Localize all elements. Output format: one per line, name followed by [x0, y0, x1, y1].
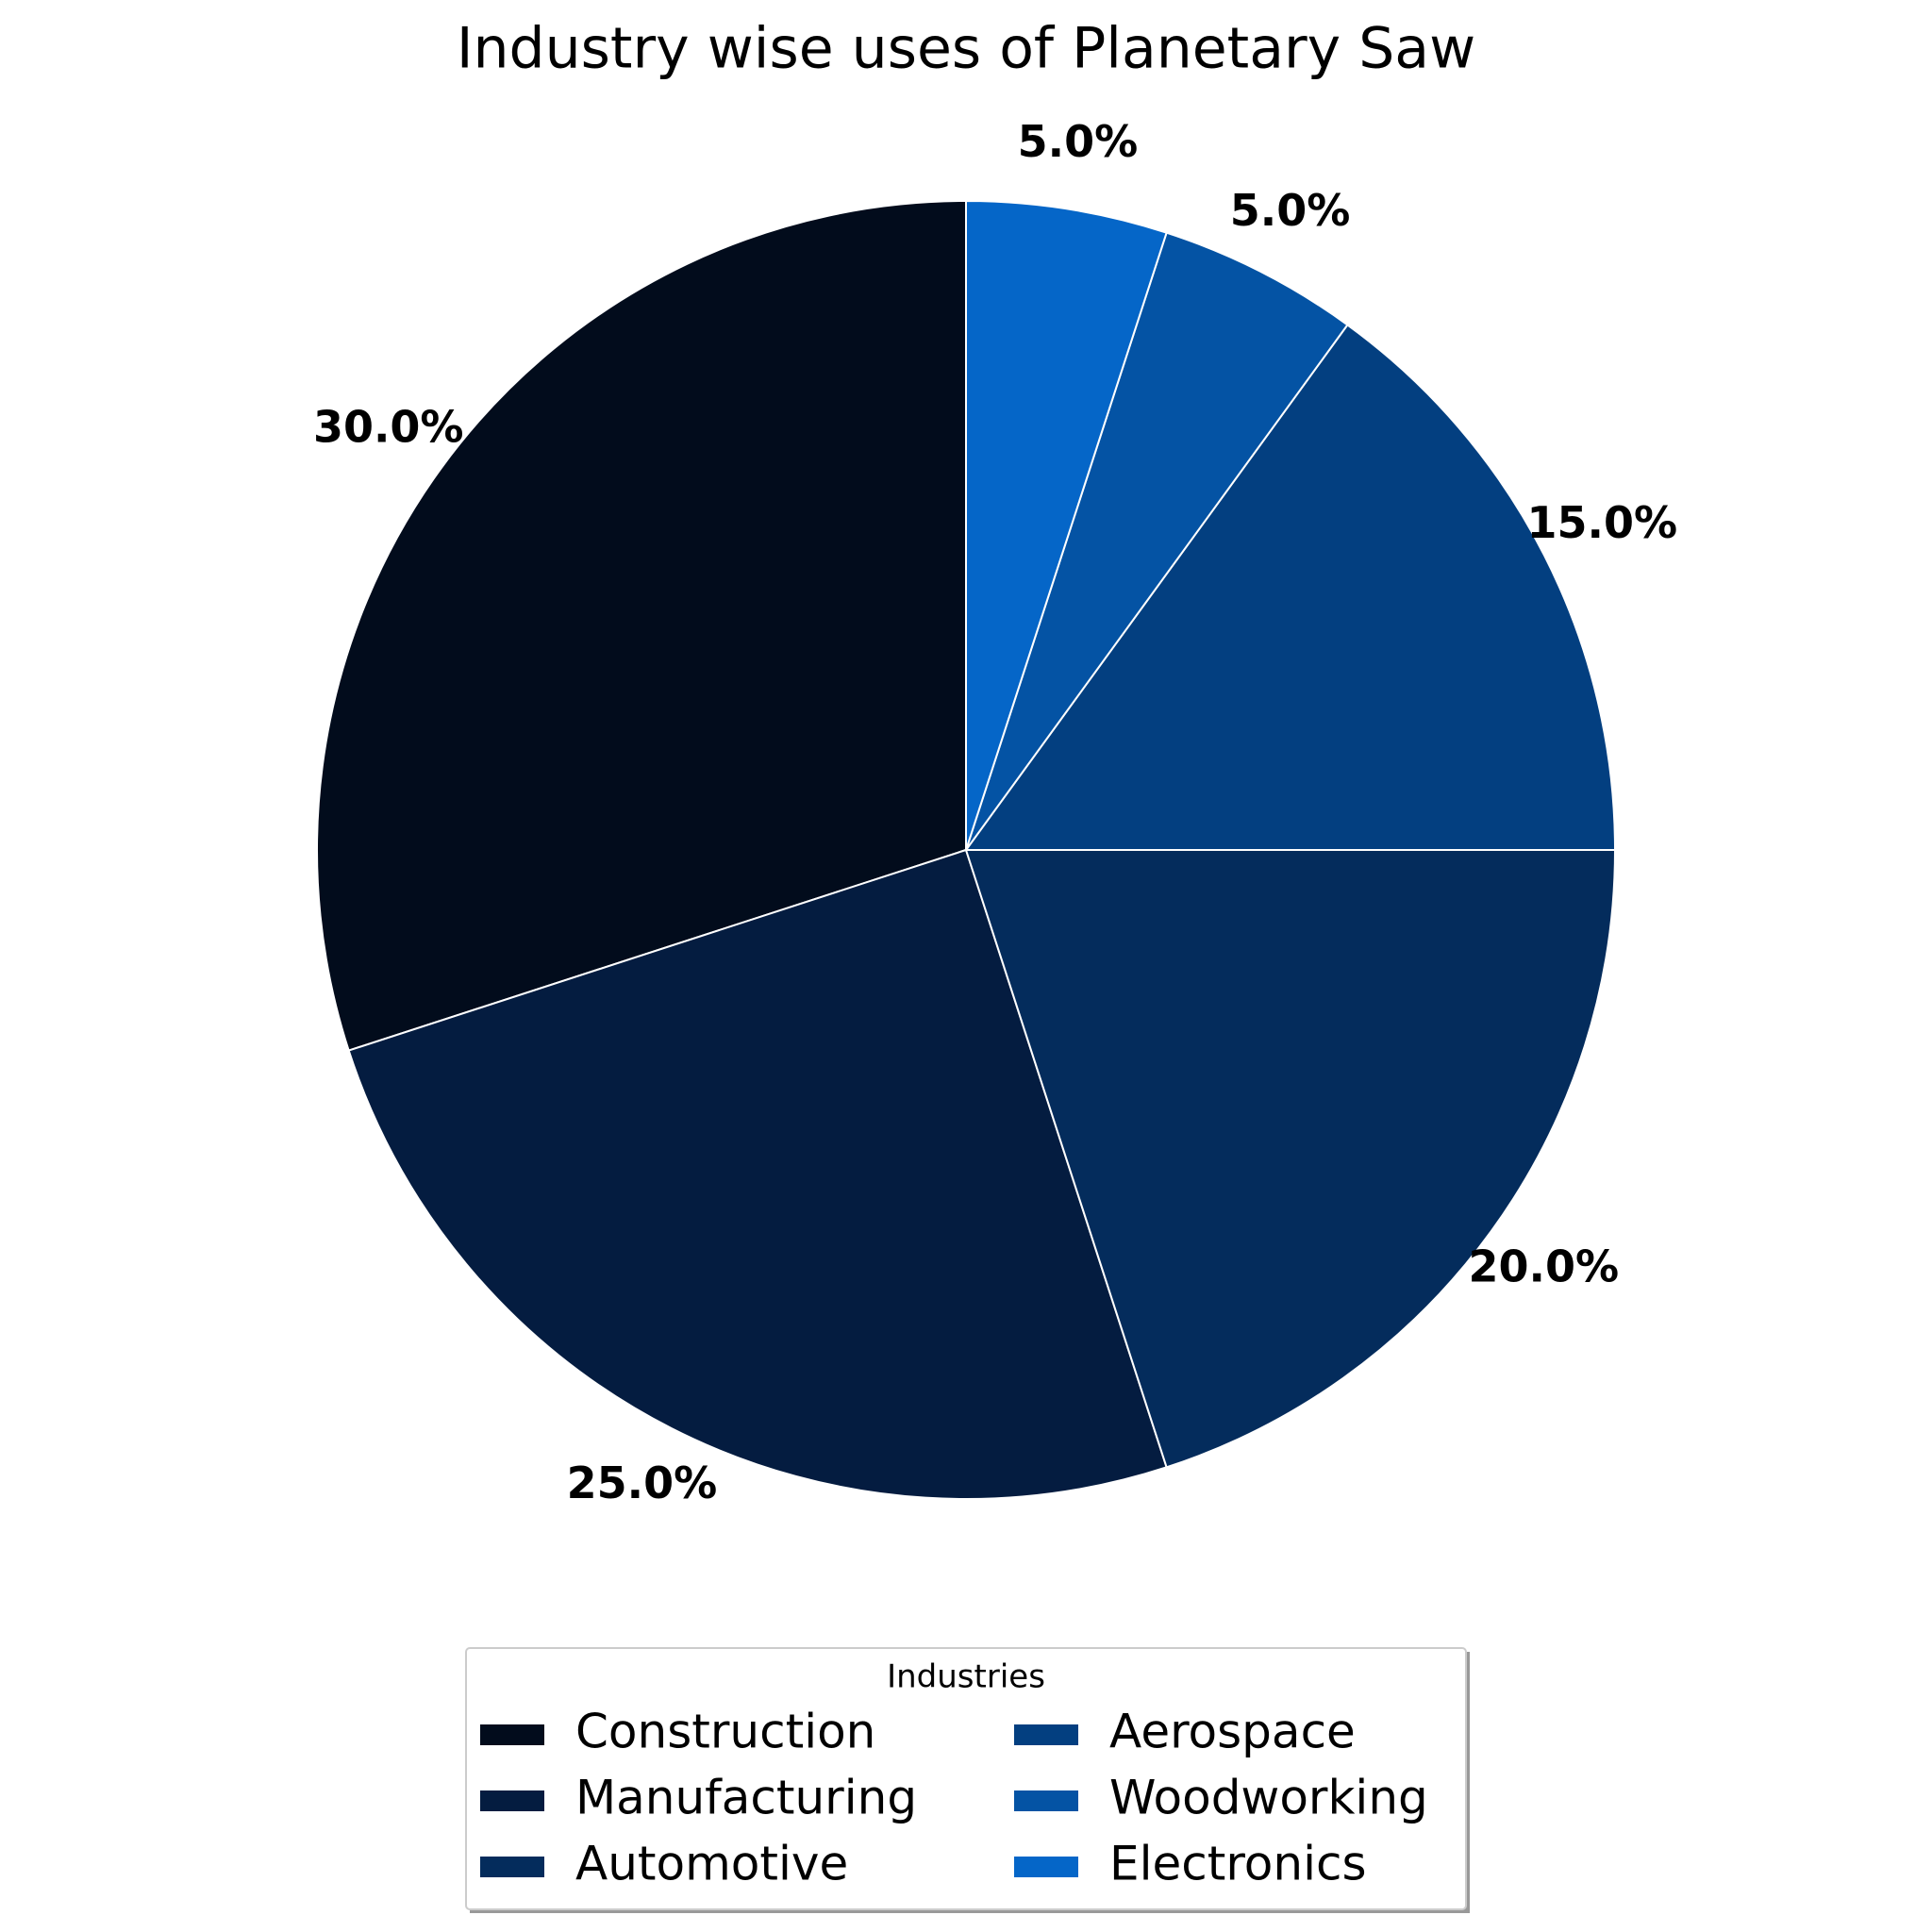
- slice-label: 5.0%: [1018, 116, 1139, 167]
- pie-slice: [347, 848, 1168, 1501]
- legend-label: Woodworking: [1109, 1771, 1428, 1825]
- legend-swatch: [1014, 1724, 1078, 1745]
- slice-label: 15.0%: [1527, 497, 1678, 548]
- legend-box: [465, 1647, 1467, 1910]
- legend-swatch: [480, 1790, 544, 1811]
- pie-slice: [964, 849, 1617, 1469]
- pie: 30.0% 25.0% 20.0% 15.0% 5.0% 5.0%: [313, 116, 1677, 1508]
- legend-label: Construction: [575, 1705, 875, 1759]
- legend-swatch: [480, 1857, 544, 1877]
- legend-label: Aerospace: [1109, 1705, 1356, 1759]
- pie-slice: [964, 323, 1617, 851]
- slice-label: 25.0%: [567, 1457, 718, 1508]
- legend-title: Industries: [887, 1658, 1045, 1696]
- legend-label: Electronics: [1109, 1837, 1367, 1891]
- slice-label: 30.0%: [313, 402, 464, 453]
- slice-label: 20.0%: [1468, 1241, 1619, 1291]
- legend: Construction Manufacturing Automotive Aeros…: [480, 1705, 1428, 1891]
- legend-label: Manufacturing: [575, 1771, 917, 1825]
- legend-swatch: [1014, 1790, 1078, 1811]
- slice-label: 5.0%: [1230, 185, 1351, 236]
- pie-slice: [965, 199, 1168, 851]
- pie-slice: [965, 231, 1349, 851]
- pie-slice: [316, 199, 967, 1052]
- legend-swatch: [480, 1724, 544, 1745]
- legend-label: Automotive: [575, 1837, 848, 1891]
- chart-title: Industry wise uses of Planetary Saw: [457, 16, 1475, 82]
- legend-swatch: [1014, 1857, 1078, 1877]
